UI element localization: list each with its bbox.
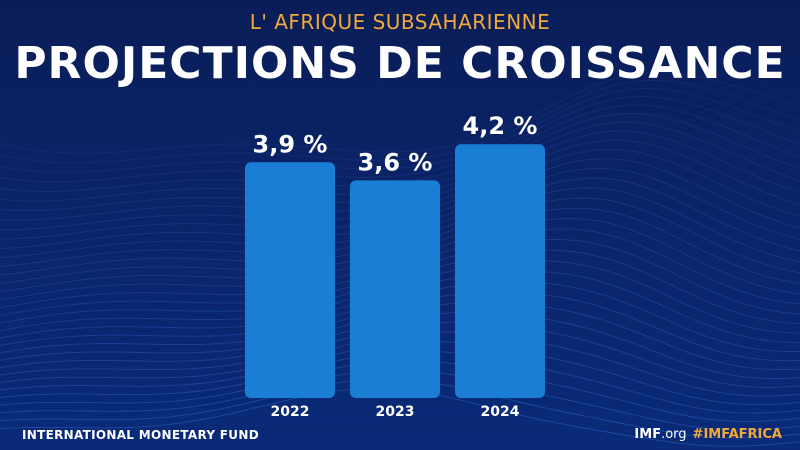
- hashtag: #IMFAFRICA: [692, 427, 782, 442]
- bar-2023: [350, 180, 440, 398]
- data-label-2023: 3,6 %: [358, 148, 433, 176]
- x-tick-2024: 2024: [481, 404, 520, 420]
- wave-line: [0, 79, 800, 164]
- chart-subtitle: L' AFRIQUE SUBSAHARIENNE: [249, 10, 551, 34]
- x-tick-2023: 2023: [376, 404, 415, 420]
- wave-line: [0, 87, 800, 173]
- wave-line: [0, 71, 800, 154]
- chart-title: PROJECTIONS DE CROISSANCE: [14, 38, 786, 89]
- bar-2024: [455, 144, 545, 398]
- data-label-2024: 4,2 %: [463, 112, 538, 140]
- org-domain: .org: [661, 427, 687, 442]
- organization-name: INTERNATIONAL MONETARY FUND: [22, 428, 259, 442]
- data-label-2022: 3,9 %: [253, 130, 328, 158]
- bar-2022: [245, 162, 335, 398]
- x-tick-2022: 2022: [271, 404, 310, 420]
- footer-links: IMF.org #IMFAFRICA: [634, 427, 782, 442]
- imf-logo-text: IMF: [634, 427, 662, 442]
- wave-line: [0, 96, 800, 183]
